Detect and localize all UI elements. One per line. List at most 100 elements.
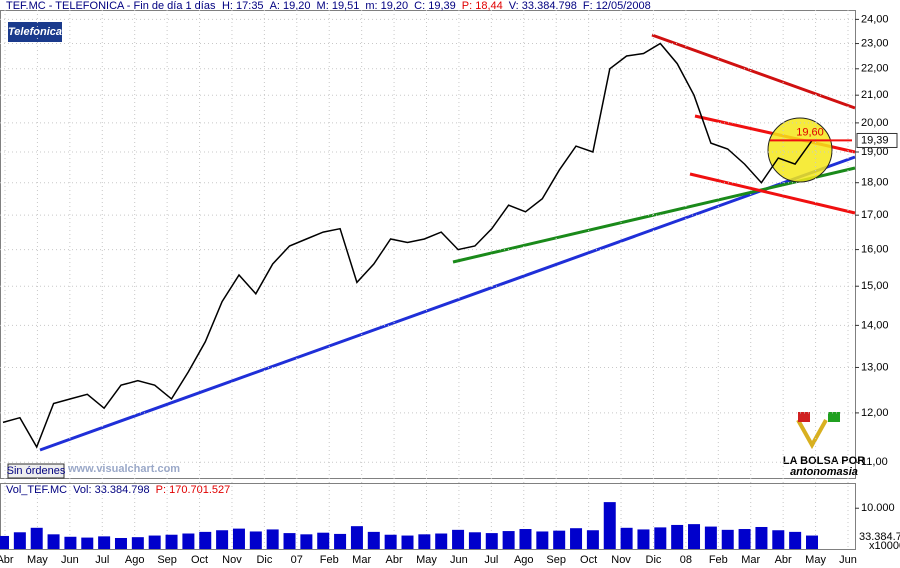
y-tick-label: 12,00: [861, 407, 889, 419]
volume-bar: [334, 533, 347, 549]
watermark: www.visualchart.com: [67, 463, 180, 475]
volume-bar: [620, 527, 633, 549]
current-price-label: 19,39: [861, 134, 889, 146]
x-tick-label: Mar: [352, 554, 371, 566]
y-tick-label: 10.000: [861, 502, 895, 514]
brand-icon: [798, 412, 810, 422]
y-tick-label: 17,00: [861, 209, 889, 221]
x-tick-label: Jun: [839, 554, 857, 566]
y-tick-label: 15,00: [861, 280, 889, 292]
y-tick-label: 19,00: [861, 146, 889, 158]
logo: Telefonica: [8, 26, 62, 38]
volume-bar: [165, 534, 178, 549]
volume-bar: [502, 531, 515, 549]
volume-bar: [47, 534, 60, 549]
current-price-box: [856, 132, 898, 148]
volume-bar: [704, 526, 717, 549]
y-tick-label: 18,00: [861, 177, 889, 189]
x-tick-label: May: [805, 554, 826, 566]
volume-bar: [418, 534, 431, 549]
volume-bar: [485, 533, 498, 549]
x-tick-label: Feb: [709, 554, 728, 566]
volume-bar: [367, 531, 380, 549]
y-tick-label: 21,00: [861, 89, 889, 101]
logo-box: [8, 22, 62, 42]
volume-bar: [266, 529, 279, 549]
x-tick-label: Abr: [775, 554, 792, 566]
x-tick-label: May: [27, 554, 48, 566]
x-tick-label: Oct: [191, 554, 208, 566]
volume-bar: [283, 533, 296, 549]
header-field: C: 19,39: [414, 0, 456, 12]
y-tick-label: 22,00: [861, 63, 889, 75]
volume-bar: [570, 528, 583, 549]
x-tick-label: Jun: [61, 554, 79, 566]
volume-bar: [468, 532, 481, 549]
header-field: F: 12/05/2008: [583, 0, 651, 12]
header-field: m: 19,20: [365, 0, 408, 12]
y-tick-label: 16,00: [861, 243, 889, 255]
channel-line: [689, 172, 856, 215]
x-tick-label: Nov: [222, 554, 242, 566]
volume-bar: [637, 529, 650, 549]
volume-bar: [721, 529, 734, 549]
price-frame: [0, 10, 856, 479]
x-tick-label: 07: [291, 554, 303, 566]
price-line: [2, 42, 813, 449]
volume-bar: [182, 533, 195, 549]
y-tick-label: 20,00: [861, 117, 889, 129]
volume-bar: [384, 534, 397, 549]
volume-bar: [114, 537, 127, 549]
volume-bar: [452, 529, 465, 549]
brand-line1: LA BOLSA POR: [783, 455, 865, 467]
volume-bar: [98, 536, 111, 549]
x-tick-label: Ago: [125, 554, 145, 566]
volume-bar: [317, 532, 330, 549]
brand-line2: antonomasia: [790, 466, 858, 478]
x-tick-label: May: [416, 554, 437, 566]
volume-bar: [0, 535, 9, 549]
volume-bar: [688, 524, 701, 549]
brand-icon: [796, 419, 828, 450]
x-tick-label: Dic: [256, 554, 272, 566]
header-field: V: 33.384.798: [509, 0, 577, 12]
volume-bar: [64, 536, 77, 549]
volume-current-label: 33.384.79: [859, 531, 900, 543]
volume-bar: [738, 529, 751, 549]
x-tick-label: Mar: [741, 554, 760, 566]
y-tick-label: 11,00: [861, 456, 888, 468]
y-tick-label: 13,00: [861, 361, 889, 373]
y-tick-label: 24,00: [861, 13, 889, 25]
x-tick-label: Abr: [386, 554, 403, 566]
orders-box: [7, 463, 65, 479]
header-field: P: 170.701.527: [156, 484, 231, 496]
volume-bar: [603, 502, 616, 549]
volume-bar: [519, 529, 532, 549]
header-title: TEF.MC - TELEFONICA - Fin de día 1 días: [6, 0, 216, 12]
volume-bar: [216, 530, 229, 549]
volume-header: Vol_TEF.MC: [6, 484, 67, 496]
volume-bar: [671, 524, 684, 549]
x-tick-label: Sep: [546, 554, 566, 566]
trend-line: [452, 166, 856, 264]
x-tick-label: Oct: [580, 554, 597, 566]
orders-text: Sin órdenes: [7, 465, 66, 477]
volume-bar: [806, 535, 818, 549]
volume-bar: [435, 533, 448, 549]
x-tick-label: Nov: [611, 554, 631, 566]
volume-bar: [249, 531, 262, 549]
volume-bar: [772, 530, 785, 549]
volume-bar: [148, 535, 161, 549]
x-tick-label: Dic: [646, 554, 662, 566]
annotation-label: 19,60: [796, 126, 824, 138]
x-tick-label: Jul: [95, 554, 109, 566]
volume-bar: [536, 531, 549, 549]
volume-bar: [13, 532, 26, 549]
brand-icon: [828, 412, 840, 422]
volume-unit-label: x10000: [869, 540, 900, 552]
volume-bar: [654, 527, 667, 549]
channel-line: [651, 33, 856, 110]
header-field: A: 19,20: [270, 0, 311, 12]
x-tick-label: Feb: [320, 554, 339, 566]
